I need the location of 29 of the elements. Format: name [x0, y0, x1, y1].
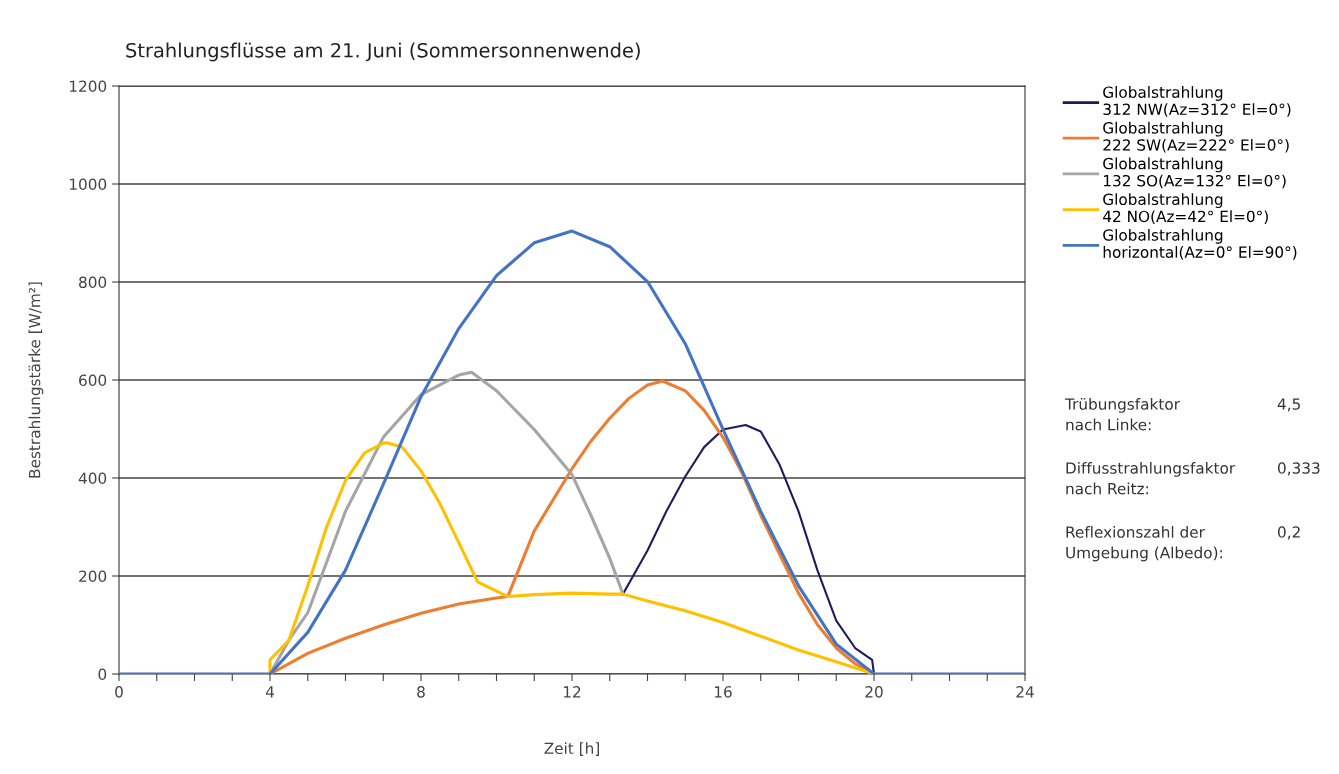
y-tick-label: 200	[79, 570, 107, 583]
y-tick-label: 1200	[69, 80, 107, 93]
y-tick-label: 1000	[69, 178, 107, 191]
text: Trübungsfaktor nach Linke:	[1064, 398, 1180, 431]
y-tick-label: 400	[78, 472, 107, 485]
text: 4,5	[1277, 398, 1300, 412]
text: 0,2	[1278, 526, 1300, 540]
text: Reflexionszahl der Umgebung (Albedo):	[1066, 526, 1222, 562]
legend-label: Globalstrahlung 42 NO(Az=42° El=0°)	[1103, 193, 1268, 224]
x-tick-label: 0	[115, 686, 123, 698]
text: 0,333	[1278, 462, 1320, 476]
text: Diffusstrahlungsfaktor nach Reitz:	[1066, 462, 1236, 495]
x-axis-title: Zeit [h]	[544, 742, 599, 756]
line-series	[621, 424, 876, 674]
legend-label: Globalstrahlung horizontal(Az=0° El=90°)	[1103, 228, 1297, 260]
x-tick-label: 20	[865, 686, 883, 698]
x-tick-label: 12	[563, 686, 581, 698]
chart-title: Strahlungsflüsse am 21. Juni (Sommersonnenwende)	[126, 42, 640, 62]
legend-label: Globalstrahlung 312 NW(Az=312° El=0°)	[1103, 86, 1291, 117]
x-tick-label: 16	[714, 686, 732, 698]
y-tick-label: 800	[79, 276, 107, 289]
y-tick-label: 600	[79, 374, 107, 387]
x-tick-label: 24	[1016, 686, 1034, 698]
y-tick-label: 0	[98, 668, 107, 681]
x-tick-label: 4	[265, 686, 274, 698]
y-axis-title: Bestrahlungstärke [W/m²]	[28, 282, 44, 478]
legend-label: Globalstrahlung 222 SW(Az=222° El=0°)	[1103, 121, 1289, 153]
legend-label: Globalstrahlung 132 SO(Az=132° El=0°)	[1103, 157, 1286, 189]
x-tick-label: 8	[417, 686, 425, 698]
